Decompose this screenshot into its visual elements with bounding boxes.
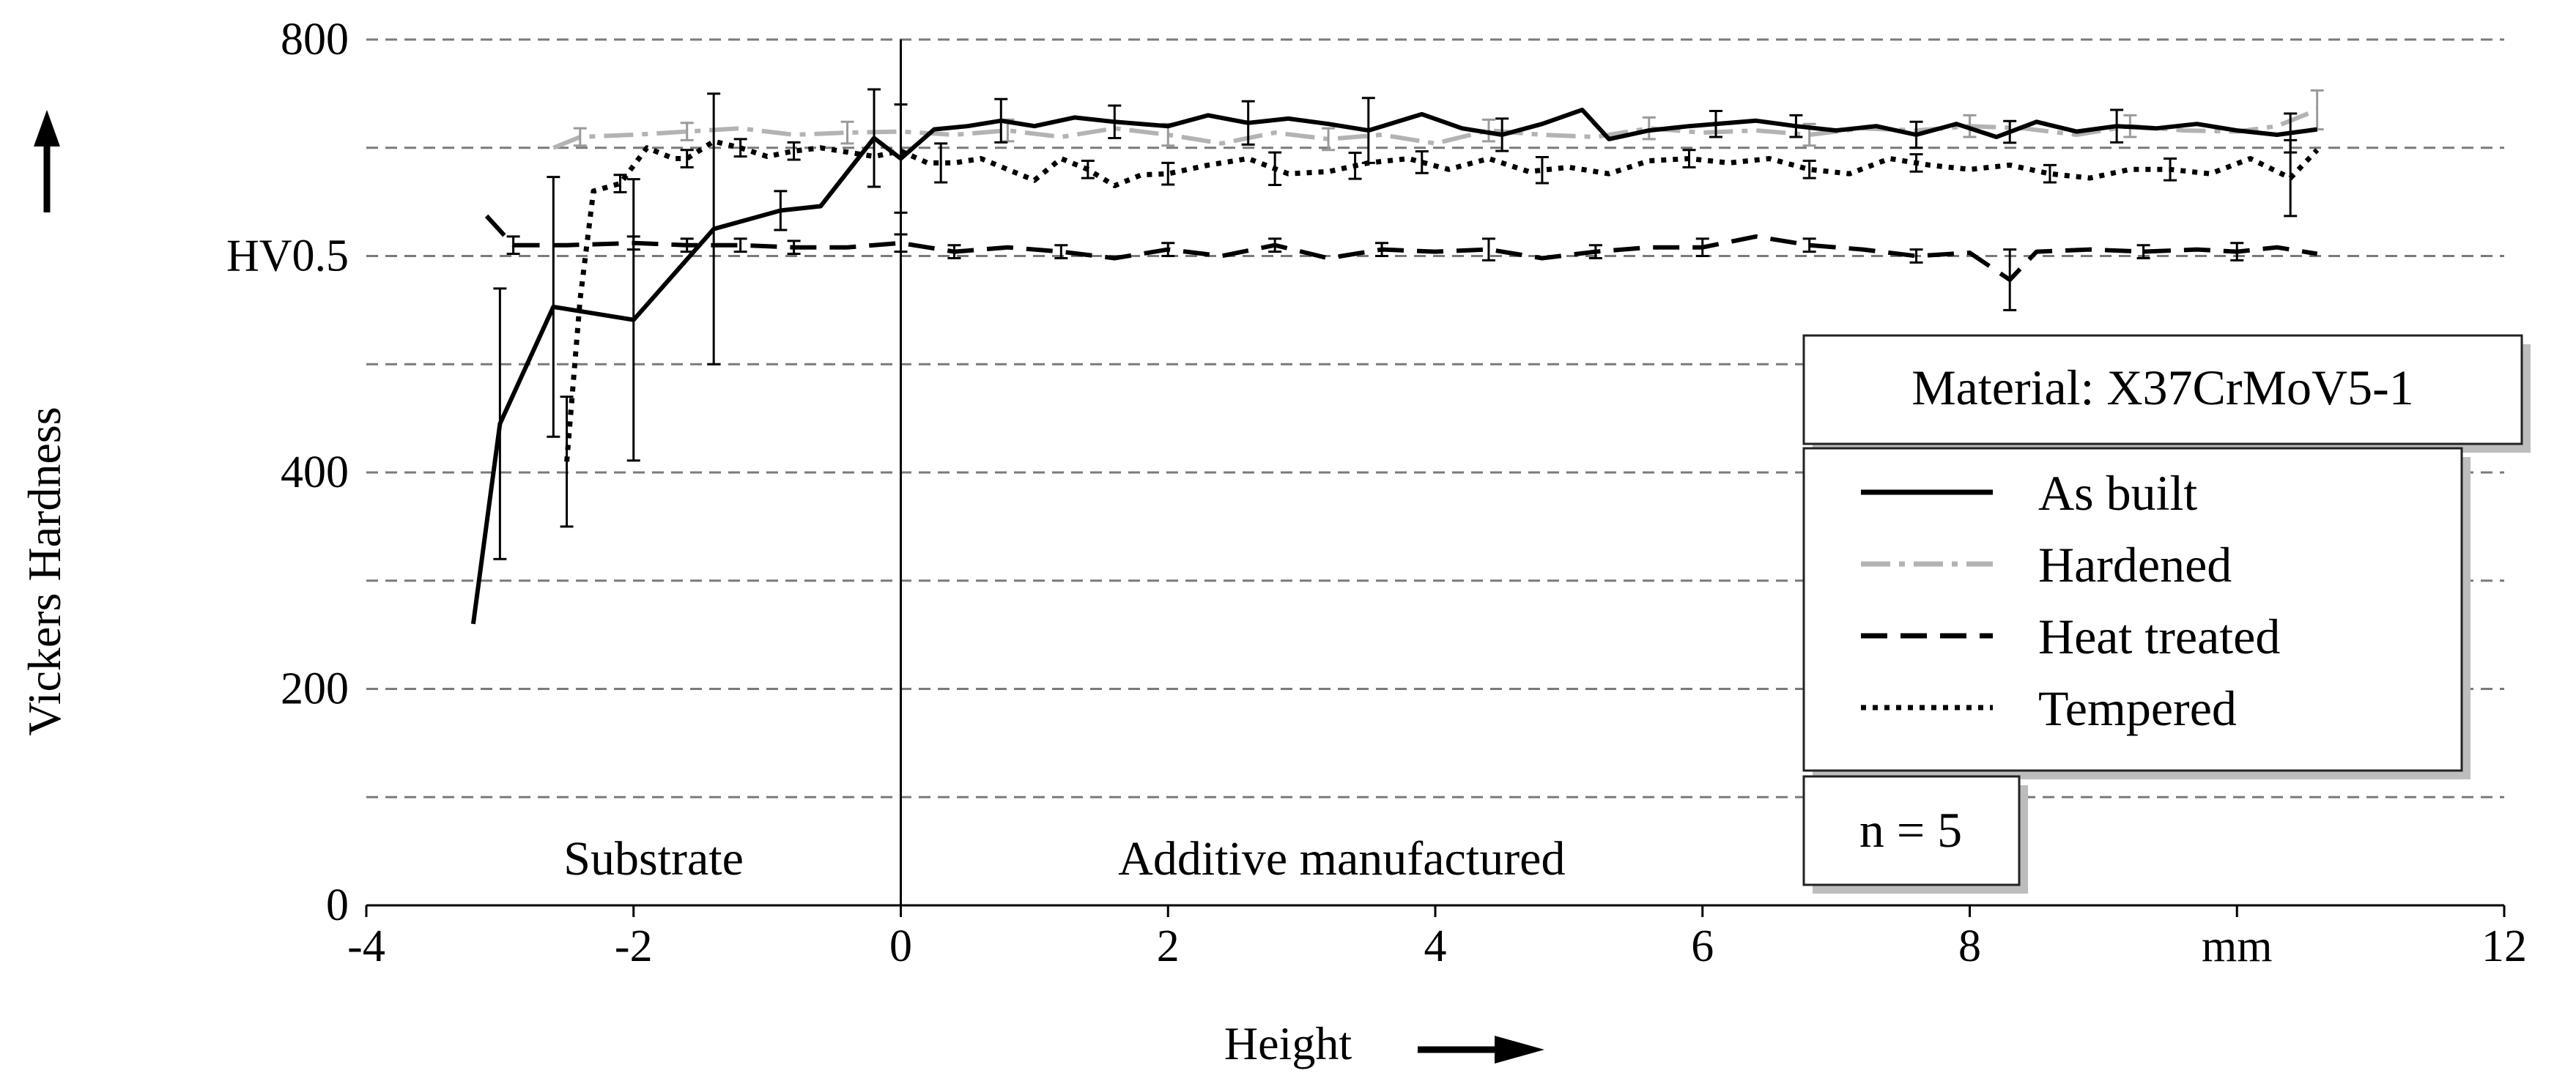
error-bar-heat-treated [2136,244,2150,259]
error-bar-heat-treated [1802,237,1816,253]
x-tick-label: 12 [2481,921,2527,971]
sample-count-label: n = 5 [1859,802,1962,858]
series-line-as-built [470,108,2318,625]
x-axis-arrow-icon [1418,1036,1544,1064]
y-axis-ticks: 0 200 400 HV0.5 800 [226,15,349,930]
y-axis-arrow-icon [34,110,60,212]
region-label-substrate: Substrate [563,832,744,886]
error-bar-tempered [680,149,694,168]
y-tick-label: HV0.5 [226,231,349,281]
error-bar-hardened [1322,127,1336,152]
error-bar-heat-treated [1268,237,1282,253]
x-tick-label: -2 [615,921,653,971]
error-bar-as-built [994,97,1008,144]
error-bar-as-built [774,190,788,231]
error-bar-hardened [840,120,854,145]
error-bar-hardened [573,127,587,147]
x-tick-label: 0 [889,921,912,971]
legend-label-hardened: Hardened [2038,537,2232,593]
series-line-heat-treated [484,214,2318,282]
error-bar-tempered [1909,153,1923,173]
error-bar-as-built [2284,112,2298,154]
legend-label-tempered: Tempered [2038,680,2237,736]
error-bar-as-built [1495,117,1509,152]
error-bar-tempered [1268,151,1282,186]
error-bar-tempered [1415,150,1429,174]
error-bar-as-built [626,178,640,462]
error-bar-heat-treated [1695,237,1709,257]
error-bar-as-built [1108,104,1122,139]
legend-label-heat-treated: Heat treated [2038,609,2280,664]
error-bar-heat-treated [1054,244,1068,259]
error-bar-heat-treated [1161,242,1175,257]
error-bar-tempered [1348,152,1362,180]
error-bar-tempered [1081,159,1095,179]
error-bar-heat-treated [1909,248,1923,264]
error-bar-tempered [1161,161,1175,186]
error-bar-heat-treated [2003,248,2017,311]
error-bar-heat-treated [1588,244,1602,259]
error-bar-as-built [547,176,560,438]
error-bar-tempered [613,174,627,193]
x-tick-label: -4 [347,921,385,971]
error-bar-heat-treated [947,244,961,259]
error-bar-heat-treated [1375,242,1389,257]
y-tick-label: 200 [281,664,349,714]
error-bar-tempered [2164,157,2177,182]
error-bar-hardened [2310,89,2324,131]
error-bar-as-built [2003,119,2017,144]
x-axis-label: Height [1224,1017,1352,1069]
y-tick-label: 0 [326,880,349,930]
material-label: Material: X37CrMoV5-1 [1911,360,2414,415]
error-bar-heat-treated [787,240,801,256]
material-box: Material: X37CrMoV5-1 [1802,334,2531,453]
x-tick-label: mm [2202,921,2272,971]
error-bar-as-built [1241,100,1255,146]
error-bar-tempered [733,138,747,158]
error-bar-tempered [1535,156,1549,185]
x-tick-label: 8 [1958,921,1981,971]
series-line-tempered [564,138,2320,462]
series-tempered [560,138,2320,528]
sample-count-box: n = 5 [1802,775,2028,894]
x-axis-ticks: -4 -2 0 2 4 6 8 mm 12 [347,905,2527,971]
error-bar-as-built [867,88,881,188]
series-line-hardened [552,108,2318,150]
error-bar-as-built [1361,97,1375,164]
error-bar-heat-treated [894,233,908,253]
error-bar-hardened [680,122,694,141]
x-tick-label: 6 [1691,921,1714,971]
series-as-built [470,88,2318,625]
error-bar-tempered [787,141,801,161]
y-tick-label: 400 [281,448,349,497]
error-bar-as-built [1709,110,1722,138]
series-hardened [552,89,2324,152]
error-bar-tempered [560,396,574,528]
y-tick-label: 800 [281,15,349,64]
legend: As built Hardened Heat treated Tempered [1802,447,2470,779]
error-bar-as-built [493,287,507,560]
error-bar-as-built [2110,108,2124,144]
error-bar-as-built [1909,120,1923,149]
x-tick-label: 2 [1157,921,1180,971]
series-layer [470,88,2324,625]
legend-label-as-built: As built [2038,465,2197,521]
series-heat-treated [484,214,2318,311]
error-bar-as-built [1789,114,1803,138]
error-bar-tempered [1802,159,1816,179]
error-bar-as-built [707,92,721,366]
x-tick-label: 4 [1424,921,1447,971]
error-bar-heat-treated [733,237,747,253]
error-bar-as-built [894,103,908,214]
error-bar-heat-treated [1481,237,1495,261]
region-label-additive: Additive manufactured [1118,832,1565,886]
error-bar-heat-treated [2230,242,2244,261]
error-bar-tempered [934,142,948,184]
y-axis-label: Vickers Hardness [18,407,70,735]
error-bar-tempered [2043,163,2057,184]
error-bar-tempered [1682,149,1696,168]
error-bar-heat-treated [506,235,520,256]
